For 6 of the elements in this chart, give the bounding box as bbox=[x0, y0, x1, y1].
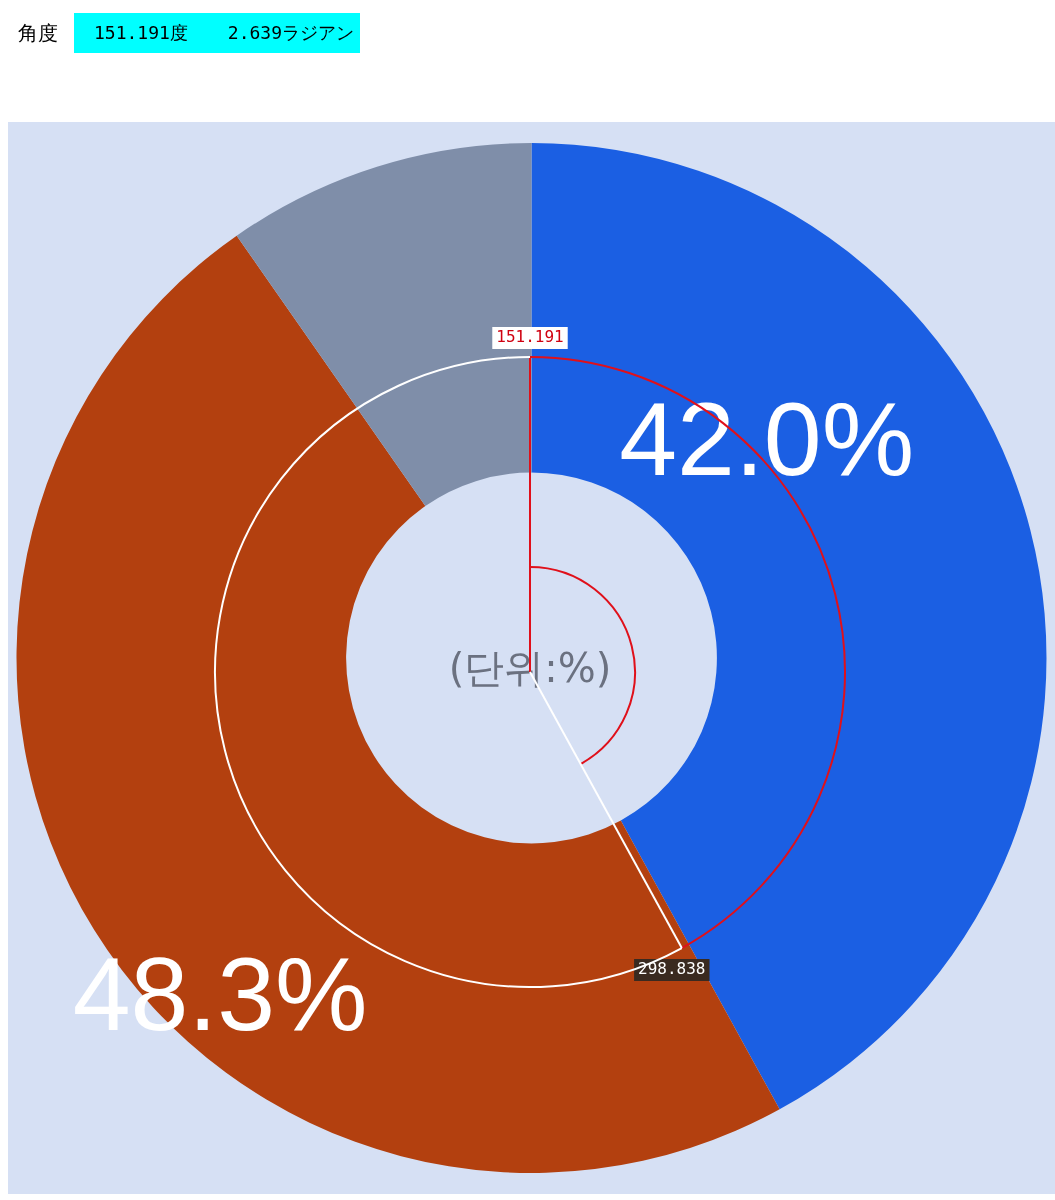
text: 298.838 bbox=[638, 959, 706, 979]
text: 151.191 bbox=[496, 327, 564, 347]
text: (단위:%) bbox=[448, 645, 612, 692]
text: 151.191度 bbox=[94, 21, 188, 45]
text: 2.639ラジアン bbox=[227, 21, 355, 45]
text: 角度 bbox=[18, 19, 58, 47]
